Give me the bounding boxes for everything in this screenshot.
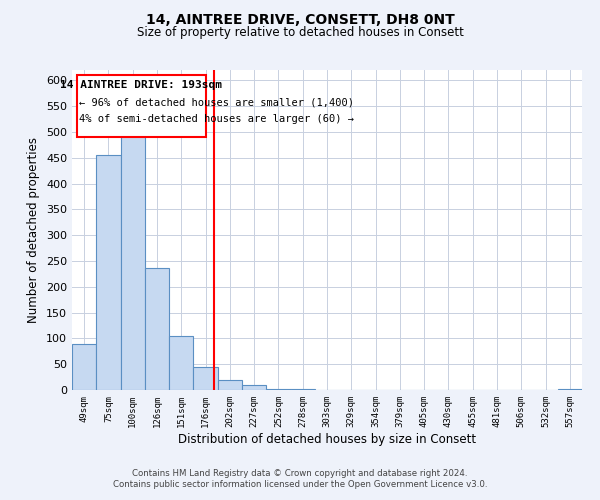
Text: Contains HM Land Registry data © Crown copyright and database right 2024.: Contains HM Land Registry data © Crown c… [132, 468, 468, 477]
Text: 4% of semi-detached houses are larger (60) →: 4% of semi-detached houses are larger (6… [79, 114, 354, 124]
Bar [72, 344, 96, 390]
Text: Contains public sector information licensed under the Open Government Licence v3: Contains public sector information licen… [113, 480, 487, 489]
Bar [96, 155, 121, 390]
Y-axis label: Number of detached properties: Number of detached properties [28, 137, 40, 323]
Text: 14 AINTREE DRIVE: 193sqm: 14 AINTREE DRIVE: 193sqm [60, 80, 222, 90]
Bar [242, 385, 266, 390]
Bar [193, 367, 218, 390]
Bar [266, 389, 290, 390]
Text: Size of property relative to detached houses in Consett: Size of property relative to detached ho… [137, 26, 463, 39]
Bar [218, 380, 242, 390]
FancyBboxPatch shape [77, 75, 206, 137]
Bar [169, 336, 193, 390]
Text: 14, AINTREE DRIVE, CONSETT, DH8 0NT: 14, AINTREE DRIVE, CONSETT, DH8 0NT [146, 12, 454, 26]
Text: ← 96% of detached houses are smaller (1,400): ← 96% of detached houses are smaller (1,… [79, 98, 354, 108]
Bar [145, 268, 169, 390]
Bar [121, 132, 145, 390]
X-axis label: Distribution of detached houses by size in Consett: Distribution of detached houses by size … [178, 432, 476, 446]
